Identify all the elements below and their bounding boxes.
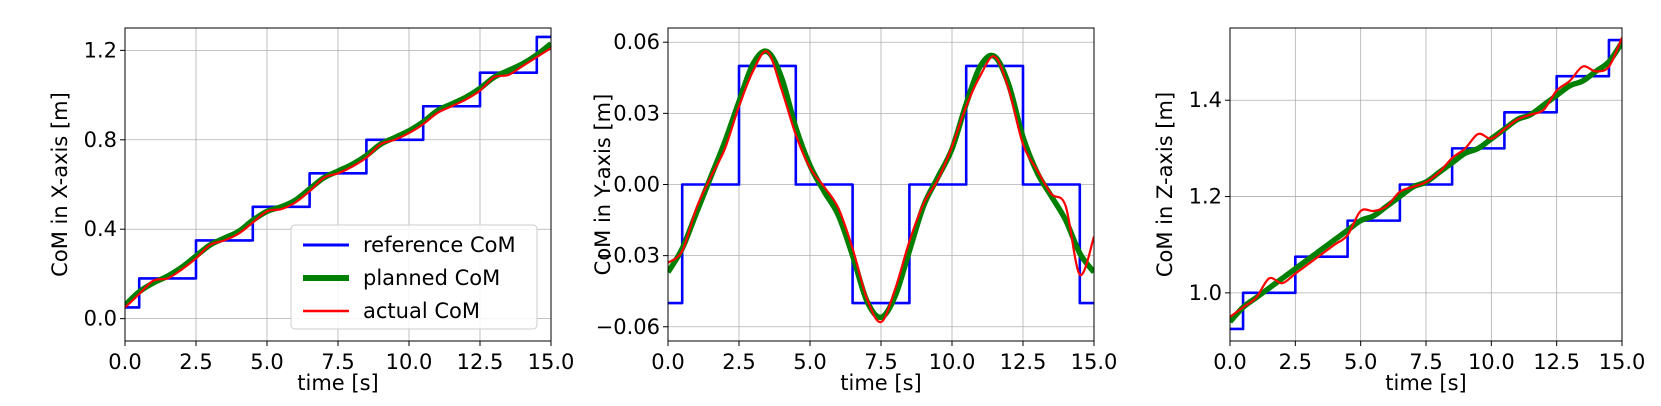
- y-tick-label: 1.0: [1189, 281, 1222, 305]
- y-axis-label: CoM in Z-axis [m]: [1153, 92, 1177, 277]
- x-tick-label: 15.0: [1071, 350, 1118, 374]
- x-tick-label: 5.0: [793, 350, 826, 374]
- x-axis-label: time [s]: [1385, 371, 1466, 395]
- legend-box: [290, 224, 538, 330]
- y-tick-label: 0.00: [613, 173, 660, 197]
- x-tick-label: 15.0: [1599, 350, 1646, 374]
- series-line-reference-com: [668, 64, 1094, 305]
- x-tick-label: 2.5: [1279, 350, 1312, 374]
- x-tick-label: 5.0: [250, 350, 283, 374]
- legend: reference CoM planned CoM actual CoM: [290, 224, 538, 330]
- x-tick-label: 2.5: [179, 350, 212, 374]
- y-tick-label: 1.2: [1189, 185, 1222, 209]
- x-tick-label: 15.0: [528, 350, 575, 374]
- chart-panel-2: 0.0 2.5 5.0 7.5 10.0 12.5 15.0 −0.06 −0.03 0.00 0.…: [591, 27, 1118, 395]
- legend-label: actual CoM: [363, 299, 480, 323]
- series-line-planned-com: [668, 48, 1094, 321]
- x-axis-label: time [s]: [840, 371, 921, 395]
- chart-panel-1: 0.0 2.5 5.0 7.5 10.0 12.5 15.0 0.0 0.4 0.8 1.2 time…: [48, 27, 575, 395]
- y-tick-label: 0.0: [84, 307, 117, 331]
- y-tick-label: 0.8: [84, 128, 117, 152]
- x-tick-label: 12.5: [1000, 350, 1047, 374]
- y-tick-label: −0.03: [596, 244, 660, 268]
- legend-label: planned CoM: [363, 266, 500, 290]
- series-group: [668, 48, 1094, 324]
- x-tick-label: 0.0: [651, 350, 684, 374]
- series-group: [125, 35, 551, 309]
- x-tick-label: 12.5: [1533, 350, 1580, 374]
- y-tick-label: 0.06: [613, 30, 660, 54]
- y-tick-label: 1.4: [1189, 88, 1222, 112]
- x-tick-label: 12.5: [457, 350, 504, 374]
- y-tick-label: 0.03: [613, 101, 660, 125]
- y-axis-label: CoM in Y-axis [m]: [591, 94, 615, 276]
- y-tick-label: 0.4: [84, 217, 117, 241]
- series-line-actual-com: [1230, 37, 1622, 318]
- chart-panel-3: 0.0 2.5 5.0 7.5 10.0 12.5 15.0 1.0 1.2 1.4 time [s…: [1153, 27, 1646, 395]
- y-tick-label: −0.06: [596, 315, 660, 339]
- series-line-actual-com: [125, 47, 551, 309]
- x-axis-label: time [s]: [297, 371, 378, 395]
- series-line-planned-com: [125, 41, 551, 308]
- x-tick-label: 7.5: [1409, 350, 1442, 374]
- x-tick-label: 0.0: [108, 350, 141, 374]
- series-line-actual-com: [668, 50, 1094, 324]
- x-tick-label: 10.0: [386, 350, 433, 374]
- x-tick-label: 7.5: [321, 350, 354, 374]
- legend-label: reference CoM: [363, 233, 516, 257]
- x-tick-label: 10.0: [1468, 350, 1515, 374]
- series-group: [1230, 37, 1622, 331]
- x-tick-label: 10.0: [929, 350, 976, 374]
- x-tick-label: 7.5: [864, 350, 897, 374]
- x-tick-label: 0.0: [1213, 350, 1246, 374]
- y-axis-label: CoM in X-axis [m]: [48, 92, 72, 277]
- y-tick-label: 1.2: [84, 38, 117, 62]
- x-tick-label: 2.5: [722, 350, 755, 374]
- x-tick-label: 5.0: [1344, 350, 1377, 374]
